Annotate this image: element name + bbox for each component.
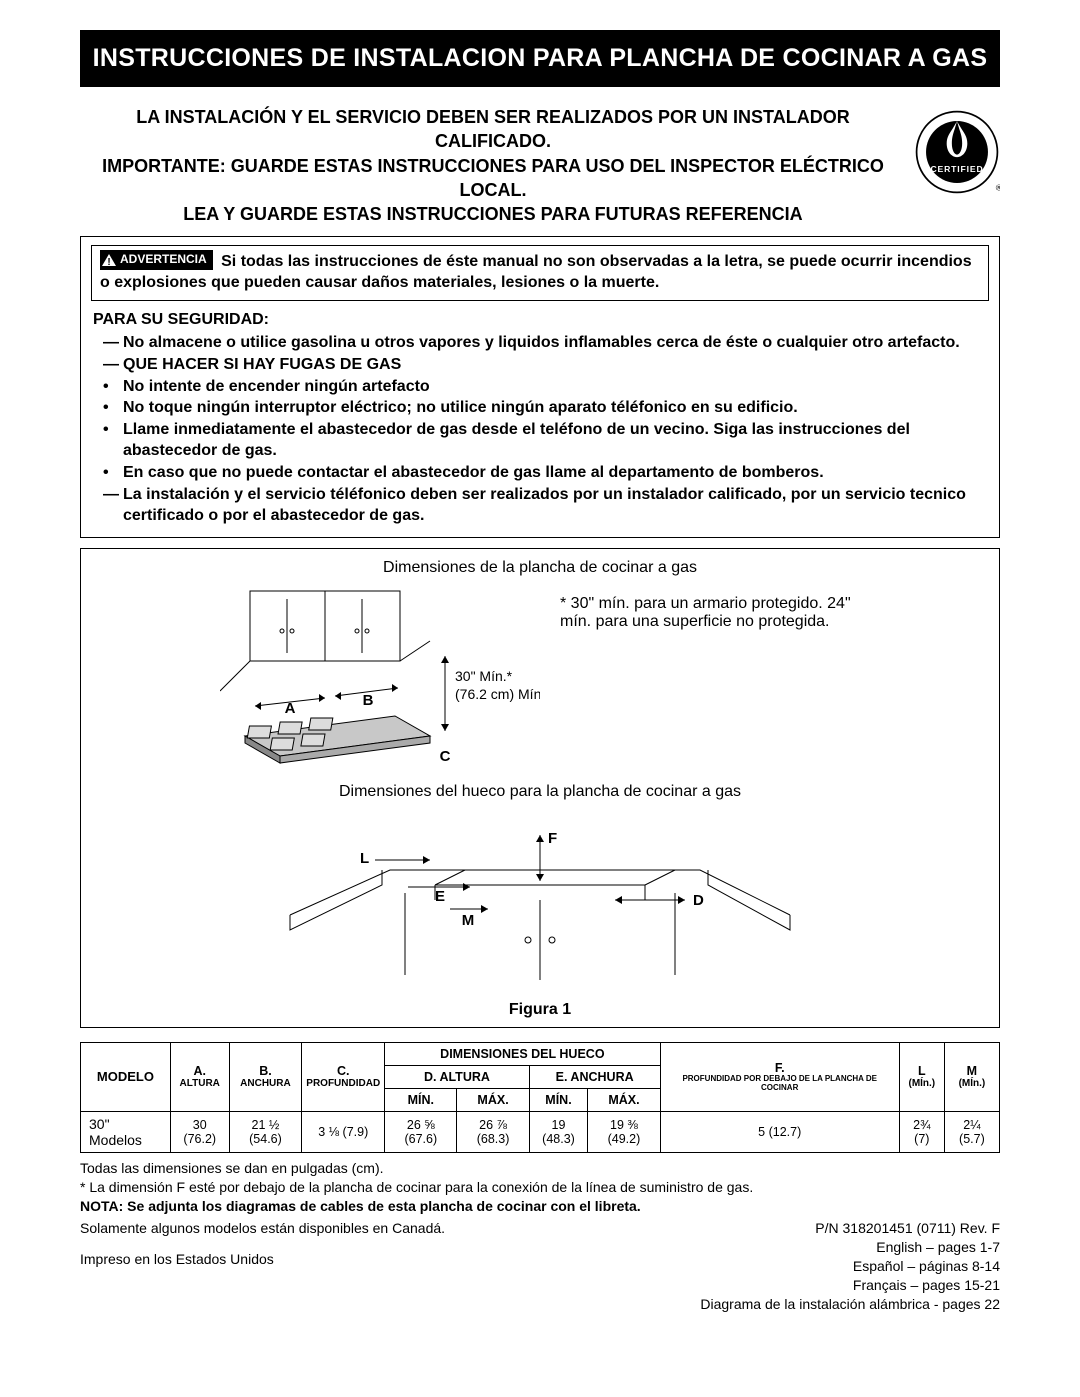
svg-text:C: C: [440, 748, 451, 765]
warning-flag-icon: ! ADVERTENCIA: [100, 250, 213, 270]
footer-right: P/N 318201451 (0711) Rev. F English – pa…: [700, 1219, 1000, 1313]
cutout-diagram-icon: F L E M D: [270, 805, 810, 995]
col-b: B.ANCHURA: [229, 1042, 302, 1111]
safety-item: •No intente de encender ningún artefacto: [93, 376, 987, 398]
page-title: INSTRUCCIONES DE INSTALACION PARA PLANCH…: [80, 30, 1000, 87]
svg-text:®: ®: [996, 183, 1000, 193]
cell-model: 30" Modelos: [81, 1111, 171, 1152]
svg-text:M: M: [462, 912, 475, 929]
safety-item: •En caso que no puede contactar el abast…: [93, 462, 987, 484]
safety-item: •Llame inmediatamente el abastecedor de …: [93, 419, 987, 462]
cell-m: 2¼ (5.7): [944, 1111, 999, 1152]
svg-text:E: E: [435, 888, 445, 905]
col-e: E. ANCHURA: [529, 1065, 660, 1088]
safety-item: •No toque ningún interruptor eléctrico; …: [93, 397, 987, 419]
figure-side-note: * 30" mín. para un armario protegido. 24…: [560, 595, 860, 631]
safety-item: —QUE HACER SI HAY FUGAS DE GAS: [93, 354, 987, 376]
warning-flag-label: ADVERTENCIA: [120, 252, 207, 268]
footer-note-5: Impreso en los Estados Unidos: [80, 1250, 445, 1269]
warning-text: Si todas las instrucciones de éste manua…: [100, 253, 972, 291]
cell-a: 30 (76.2): [170, 1111, 229, 1152]
col-e-min: MÍN.: [529, 1088, 588, 1111]
wiring-diagram: Diagrama de la instalación alámbrica - p…: [700, 1295, 1000, 1314]
svg-text:L: L: [360, 850, 369, 867]
header-line2: IMPORTANTE: GUARDE ESTAS INSTRUCCIONES P…: [102, 156, 884, 200]
lang-es: Español – páginas 8-14: [700, 1257, 1000, 1276]
header-text: LA INSTALACIÓN Y EL SERVICIO DEBEN SER R…: [80, 105, 906, 226]
cell-b: 21 ½ (54.6): [229, 1111, 302, 1152]
col-e-max: MÁX.: [588, 1088, 660, 1111]
svg-text:F: F: [548, 830, 557, 847]
lang-fr: Français – pages 15-21: [700, 1276, 1000, 1295]
footer-notes: Todas las dimensiones se dan en pulgadas…: [80, 1159, 1000, 1314]
figure-caption-3: Figura 1: [91, 1001, 989, 1019]
svg-text:30" Mín.*: 30" Mín.*: [455, 668, 513, 684]
footer-note-2: * La dimensión F esté por debajo de la p…: [80, 1178, 1000, 1197]
footer-note-4: Solamente algunos modelos están disponib…: [80, 1219, 445, 1238]
dimensions-table: MODELO A.ALTURA B.ANCHURA C.PROFUNDIDAD …: [80, 1042, 1000, 1153]
table-row: 30" Modelos 30 (76.2) 21 ½ (54.6) 3 ⅛ (7…: [81, 1111, 1000, 1152]
safety-item: —No almacene o utilice gasolina u otros …: [93, 332, 987, 354]
safety-item: —La instalación y el servicio téléfonico…: [93, 484, 987, 527]
col-model: MODELO: [81, 1042, 171, 1111]
header-line3: LEA Y GUARDE ESTAS INSTRUCCIONES PARA FU…: [183, 204, 802, 224]
cell-c: 3 ⅛ (7.9): [302, 1111, 385, 1152]
figure-box: Dimensiones de la plancha de cocinar a g…: [80, 548, 1000, 1028]
part-number: P/N 318201451 (0711) Rev. F: [700, 1219, 1000, 1238]
cell-emin: 19 (48.3): [529, 1111, 588, 1152]
footer-note-3: NOTA: Se adjunta los diagramas de cables…: [80, 1197, 1000, 1216]
safety-heading: PARA SU SEGURIDAD:: [93, 309, 987, 331]
lang-en: English – pages 1-7: [700, 1238, 1000, 1257]
svg-text:A: A: [285, 700, 296, 717]
col-m: M(MÍn.): [944, 1042, 999, 1111]
svg-text:!: !: [107, 257, 110, 266]
cell-dmax: 26 ⅞ (68.3): [457, 1111, 529, 1152]
figure-caption-1: Dimensiones de la plancha de cocinar a g…: [91, 559, 989, 577]
warning-box: ! ADVERTENCIA Si todas las instrucciones…: [80, 236, 1000, 537]
col-d-min: MÍN.: [385, 1088, 457, 1111]
safety-block: PARA SU SEGURIDAD: —No almacene o utilic…: [93, 309, 987, 527]
safety-list: —No almacene o utilice gasolina u otros …: [93, 332, 987, 526]
col-d-max: MÁX.: [457, 1088, 529, 1111]
table-header-row: MODELO A.ALTURA B.ANCHURA C.PROFUNDIDAD …: [81, 1042, 1000, 1065]
cell-l: 2¾ (7): [899, 1111, 944, 1152]
col-l: L(MÍn.): [899, 1042, 944, 1111]
cooktop-diagram-icon: A B C 30" Mín.* (76.2 cm) Mín.*: [220, 581, 540, 781]
col-f: F.PROFUNDIDAD POR DEBAJO DE LA PLANCHA D…: [660, 1042, 899, 1111]
header-line1: LA INSTALACIÓN Y EL SERVICIO DEBEN SER R…: [136, 107, 849, 151]
svg-text:D: D: [693, 892, 704, 909]
svg-text:B: B: [363, 692, 374, 709]
cell-emax: 19 ⅜ (49.2): [588, 1111, 660, 1152]
certified-badge-icon: CERTIFIED ®: [914, 109, 1000, 195]
col-d: D. ALTURA: [385, 1065, 530, 1088]
col-group-hueco: DIMENSIONES DEL HUECO: [385, 1042, 660, 1065]
warning-inner: ! ADVERTENCIA Si todas las instrucciones…: [91, 245, 989, 300]
cell-dmin: 26 ⅝ (67.6): [385, 1111, 457, 1152]
col-c: C.PROFUNDIDAD: [302, 1042, 385, 1111]
col-a: A.ALTURA: [170, 1042, 229, 1111]
figure-caption-2: Dimensiones del hueco para la plancha de…: [91, 783, 989, 801]
cell-f: 5 (12.7): [660, 1111, 899, 1152]
svg-text:CERTIFIED: CERTIFIED: [930, 164, 983, 174]
footer-note-1: Todas las dimensiones se dan en pulgadas…: [80, 1159, 1000, 1178]
header-block: LA INSTALACIÓN Y EL SERVICIO DEBEN SER R…: [80, 105, 1000, 226]
svg-text:(76.2 cm) Mín.*: (76.2 cm) Mín.*: [455, 686, 540, 702]
